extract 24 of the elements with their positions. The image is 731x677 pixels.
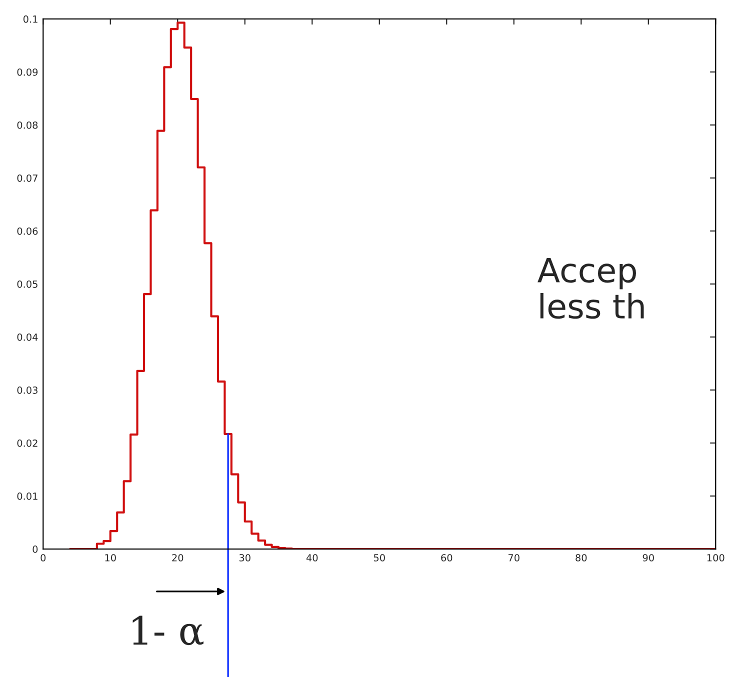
x-tick-label: 60 bbox=[441, 554, 452, 562]
x-tick-label: 40 bbox=[306, 554, 318, 562]
x-tick-label: 0 bbox=[40, 554, 46, 562]
y-tick-label: 0.05 bbox=[17, 280, 38, 288]
annotation: Accep less th bbox=[538, 258, 644, 319]
y-tick-label: 0.01 bbox=[17, 492, 38, 500]
y-tick-label: 0.02 bbox=[17, 440, 38, 447]
annotation: 1- α bbox=[132, 616, 204, 646]
x-tick-label: 80 bbox=[576, 554, 587, 562]
y-tick-label: 0.04 bbox=[17, 333, 38, 341]
y-tick-label: 0.06 bbox=[17, 227, 38, 235]
y-tick-label: 0.09 bbox=[17, 68, 38, 76]
x-tick-label: 30 bbox=[239, 554, 250, 562]
y-tick-label: 0.08 bbox=[17, 121, 38, 129]
x-tick-label: 70 bbox=[508, 554, 520, 562]
y-tick-label: 0 bbox=[32, 546, 38, 553]
x-tick-label: 90 bbox=[642, 554, 654, 562]
y-tick-label: 0.07 bbox=[17, 174, 38, 182]
x-tick-label: 20 bbox=[172, 554, 184, 562]
y-tick-label: 0.03 bbox=[17, 386, 38, 394]
x-tick-label: 50 bbox=[374, 554, 385, 562]
y-tick-label: 0.1 bbox=[23, 15, 38, 23]
x-tick-label: 10 bbox=[105, 554, 116, 562]
x-tick-label: 100 bbox=[707, 554, 724, 562]
